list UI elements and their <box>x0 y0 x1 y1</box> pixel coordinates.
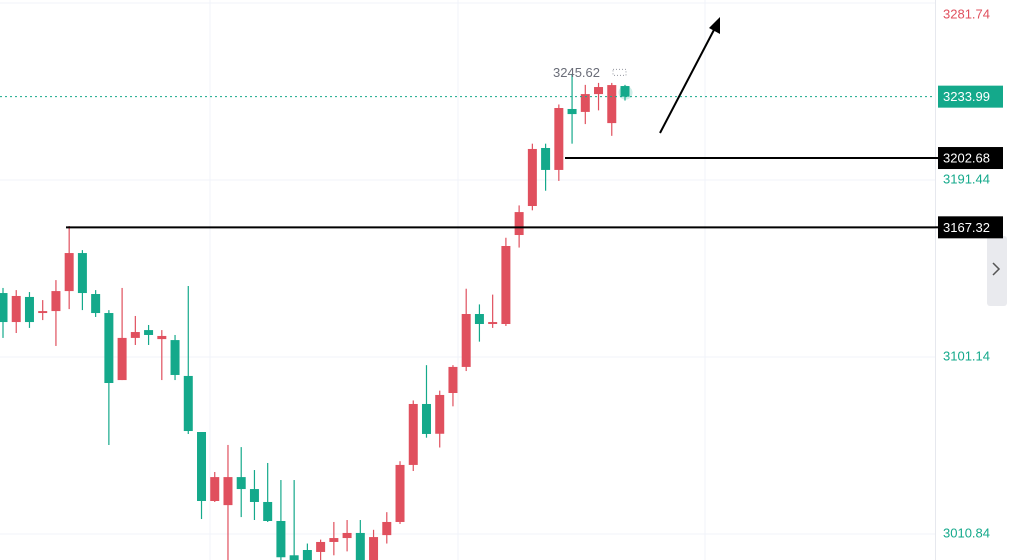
candle-body <box>355 532 365 560</box>
level-box <box>938 147 1003 170</box>
candle-body <box>104 313 114 384</box>
candle-body <box>276 520 286 558</box>
candle-body <box>223 477 233 506</box>
candle-body <box>183 375 193 432</box>
candle-body <box>302 550 312 560</box>
high-label: 3245.62 <box>553 65 600 80</box>
candle-body <box>408 403 418 465</box>
candle-body <box>144 330 154 335</box>
level-label: 3167.32 <box>943 220 990 235</box>
y-tick-label: 3191.44 <box>943 171 990 186</box>
side-tab-icon[interactable] <box>992 262 1001 276</box>
candle-body <box>567 108 577 115</box>
candle-body <box>130 332 140 338</box>
arrow-line <box>659 25 717 134</box>
candle-body <box>620 86 630 97</box>
candle-body <box>448 366 458 393</box>
candle-body <box>369 537 379 560</box>
candle-body <box>77 253 87 294</box>
candle-body <box>382 521 392 536</box>
candle-body <box>342 532 352 539</box>
high-label-marker <box>612 68 627 76</box>
candle-body <box>461 314 471 367</box>
candle-body <box>501 245 511 325</box>
candle-body <box>0 293 8 323</box>
candle-body <box>117 337 127 381</box>
arrow-head <box>709 17 720 34</box>
last-price-label: 3233.99 <box>943 89 990 104</box>
candle-body <box>289 555 299 560</box>
candle-body <box>157 335 167 340</box>
candle-body <box>316 541 326 552</box>
y-tick-label: 3281.74 <box>943 6 990 21</box>
last-price-box <box>938 85 1003 108</box>
candle-body <box>474 314 484 325</box>
candle-body <box>488 322 498 325</box>
candle-body <box>527 148 537 207</box>
candle-body <box>580 94 590 112</box>
y-tick-label: 3101.14 <box>943 348 990 363</box>
candle-body <box>170 340 180 375</box>
candle-body <box>435 394 445 434</box>
candle-body <box>91 294 101 314</box>
candle-body <box>249 489 259 502</box>
candle-body <box>594 87 604 95</box>
y-tick-label: 3010.84 <box>943 525 990 540</box>
candle-body <box>210 477 220 502</box>
candle-body <box>64 253 74 292</box>
candle-body <box>38 311 48 314</box>
candle-body <box>554 108 564 170</box>
last-price-glow <box>618 85 633 100</box>
candle-body <box>395 464 405 522</box>
candle-body <box>24 296 34 323</box>
candle-body <box>263 501 273 521</box>
candle-body <box>607 85 617 124</box>
candle-body <box>51 291 61 312</box>
candle-body <box>421 403 431 434</box>
candle-body <box>514 212 524 236</box>
candle-body <box>11 295 21 323</box>
candle-body <box>541 147 551 170</box>
candle-body <box>236 477 246 490</box>
level-label: 3202.68 <box>943 150 990 165</box>
level-box <box>938 216 1003 239</box>
candle-body <box>329 538 339 542</box>
candle-body <box>197 432 207 502</box>
